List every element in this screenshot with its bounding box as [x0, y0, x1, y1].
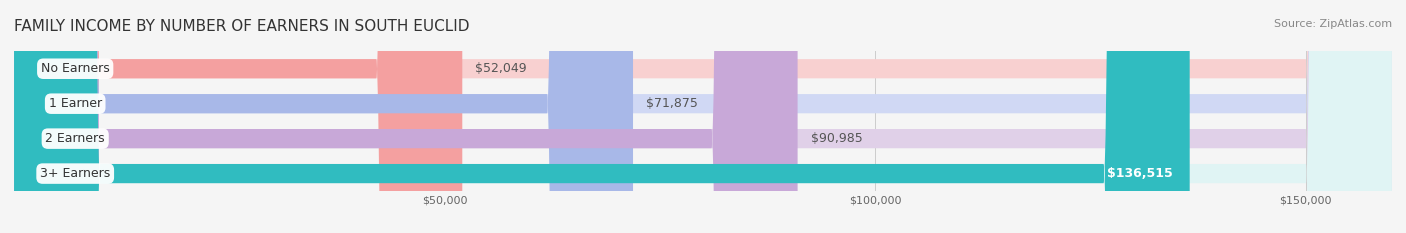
Text: $136,515: $136,515 — [1107, 167, 1173, 180]
FancyBboxPatch shape — [14, 0, 633, 233]
Text: Source: ZipAtlas.com: Source: ZipAtlas.com — [1274, 19, 1392, 29]
Text: No Earners: No Earners — [41, 62, 110, 75]
Text: 3+ Earners: 3+ Earners — [41, 167, 110, 180]
Text: FAMILY INCOME BY NUMBER OF EARNERS IN SOUTH EUCLID: FAMILY INCOME BY NUMBER OF EARNERS IN SO… — [14, 19, 470, 34]
Text: $52,049: $52,049 — [475, 62, 527, 75]
Text: 2 Earners: 2 Earners — [45, 132, 105, 145]
FancyBboxPatch shape — [14, 0, 1392, 233]
FancyBboxPatch shape — [14, 0, 1392, 233]
FancyBboxPatch shape — [14, 0, 1392, 233]
Text: 1 Earner: 1 Earner — [49, 97, 101, 110]
FancyBboxPatch shape — [14, 0, 1392, 233]
FancyBboxPatch shape — [14, 0, 797, 233]
FancyBboxPatch shape — [14, 0, 1189, 233]
Text: $90,985: $90,985 — [810, 132, 862, 145]
FancyBboxPatch shape — [14, 0, 463, 233]
Text: $71,875: $71,875 — [645, 97, 697, 110]
